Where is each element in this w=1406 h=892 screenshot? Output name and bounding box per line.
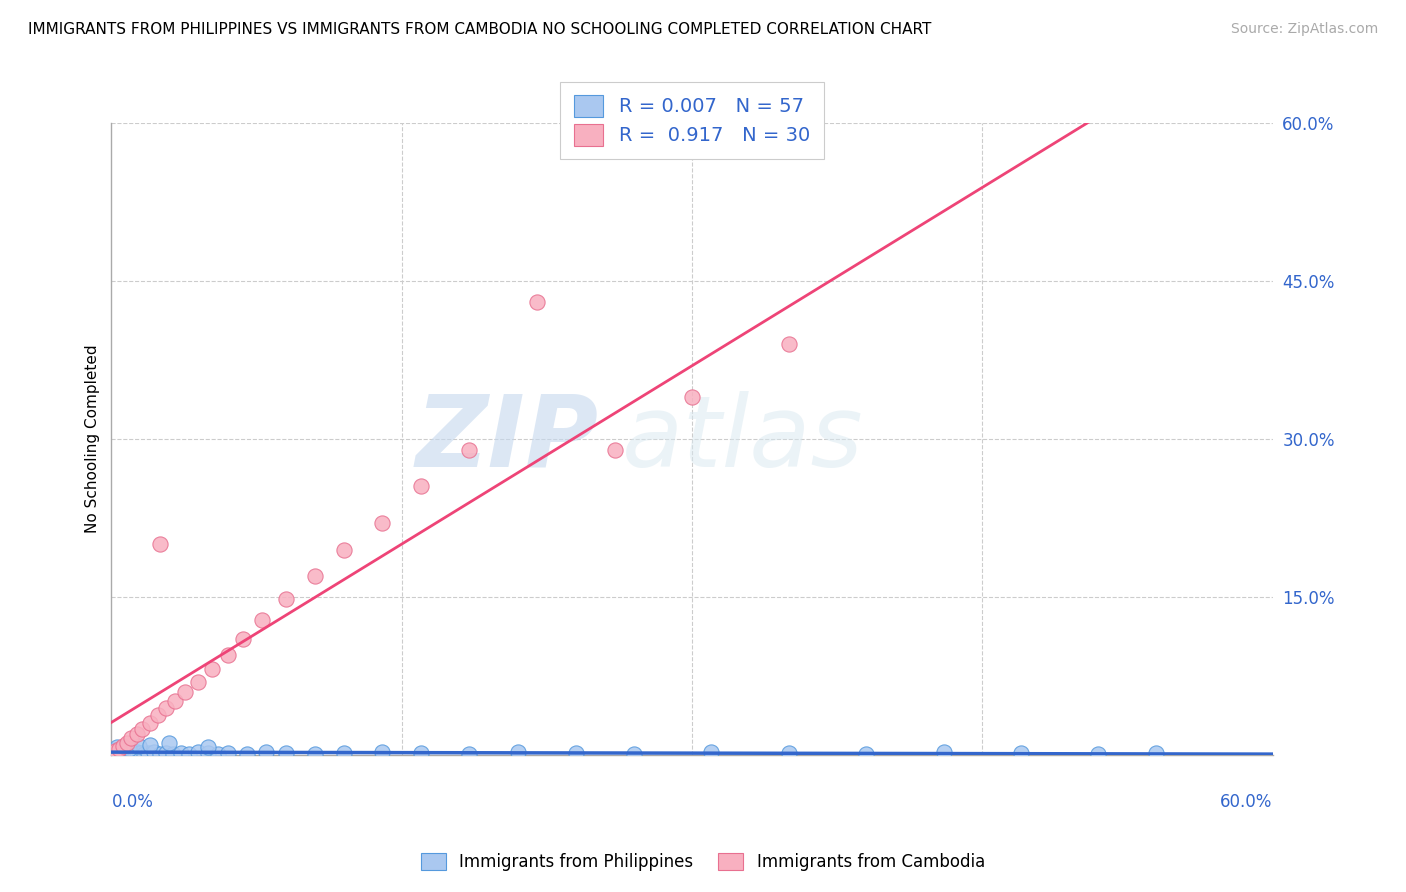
Point xyxy=(623,747,645,762)
Point xyxy=(506,745,529,759)
Point xyxy=(131,722,153,736)
Point xyxy=(149,747,172,762)
Point xyxy=(149,537,172,551)
Text: ZIP: ZIP xyxy=(416,391,599,488)
Text: Source: ZipAtlas.com: Source: ZipAtlas.com xyxy=(1230,22,1378,37)
Point xyxy=(304,569,326,583)
Point xyxy=(165,693,187,707)
Point xyxy=(128,739,150,753)
Point xyxy=(778,337,800,351)
Point xyxy=(458,747,481,762)
Point xyxy=(118,746,141,760)
Point xyxy=(274,592,297,607)
Point xyxy=(115,736,138,750)
Point xyxy=(125,727,148,741)
Text: 60.0%: 60.0% xyxy=(1220,793,1272,812)
Point xyxy=(155,701,177,715)
Legend: R = 0.007   N = 57, R =  0.917   N = 30: R = 0.007 N = 57, R = 0.917 N = 30 xyxy=(561,82,824,159)
Point xyxy=(207,747,229,762)
Point xyxy=(146,708,169,723)
Point xyxy=(1184,105,1206,120)
Point xyxy=(129,746,152,760)
Text: IMMIGRANTS FROM PHILIPPINES VS IMMIGRANTS FROM CAMBODIA NO SCHOOLING COMPLETED C: IMMIGRANTS FROM PHILIPPINES VS IMMIGRANT… xyxy=(28,22,932,37)
Point xyxy=(124,747,146,762)
Point xyxy=(332,542,354,557)
Point xyxy=(681,390,703,404)
Point xyxy=(104,747,127,762)
Point xyxy=(103,746,125,760)
Point xyxy=(120,731,142,746)
Point xyxy=(108,745,131,759)
Point xyxy=(932,745,955,759)
Point xyxy=(332,746,354,760)
Point xyxy=(118,742,141,756)
Text: 0.0%: 0.0% xyxy=(111,793,153,812)
Point xyxy=(565,746,588,760)
Point xyxy=(217,746,239,760)
Point xyxy=(254,745,277,759)
Point xyxy=(1087,747,1109,762)
Point xyxy=(103,746,125,760)
Point xyxy=(114,746,136,760)
Point xyxy=(111,747,134,762)
Point xyxy=(197,739,219,754)
Point xyxy=(110,747,132,762)
Point xyxy=(104,744,127,758)
Point xyxy=(304,747,326,762)
Point xyxy=(108,742,131,756)
Point xyxy=(177,747,200,762)
Point xyxy=(139,738,162,752)
Y-axis label: No Schooling Completed: No Schooling Completed xyxy=(86,344,100,533)
Point xyxy=(139,715,162,730)
Point xyxy=(197,746,219,760)
Point xyxy=(603,442,626,457)
Point xyxy=(371,516,394,531)
Point xyxy=(155,746,177,760)
Point xyxy=(111,741,134,756)
Point xyxy=(104,743,127,757)
Point xyxy=(105,747,128,762)
Point xyxy=(217,648,239,663)
Point xyxy=(1144,746,1167,760)
Point xyxy=(252,613,274,627)
Legend: Immigrants from Philippines, Immigrants from Cambodia: Immigrants from Philippines, Immigrants … xyxy=(412,845,994,880)
Point xyxy=(134,747,156,762)
Point xyxy=(120,747,142,762)
Point xyxy=(274,746,297,760)
Point xyxy=(232,632,254,647)
Point xyxy=(115,745,138,759)
Text: atlas: atlas xyxy=(623,391,863,488)
Point xyxy=(409,479,432,493)
Point xyxy=(778,746,800,760)
Point xyxy=(174,685,197,699)
Point xyxy=(110,746,132,760)
Point xyxy=(458,442,481,457)
Point xyxy=(162,747,184,762)
Point xyxy=(105,739,128,754)
Point xyxy=(700,745,723,759)
Point xyxy=(526,294,548,309)
Point xyxy=(136,746,159,760)
Point xyxy=(855,747,877,762)
Point xyxy=(143,745,166,759)
Point xyxy=(170,746,193,760)
Point xyxy=(236,747,259,762)
Point xyxy=(125,745,148,759)
Point xyxy=(108,746,131,760)
Point xyxy=(1010,746,1032,760)
Point xyxy=(187,745,209,759)
Point xyxy=(111,739,134,753)
Point xyxy=(115,747,138,762)
Point xyxy=(159,736,181,750)
Point xyxy=(409,746,432,760)
Point xyxy=(187,674,209,689)
Point xyxy=(121,746,143,760)
Point xyxy=(111,745,134,759)
Point xyxy=(201,662,224,676)
Point xyxy=(105,745,128,759)
Point xyxy=(371,745,394,759)
